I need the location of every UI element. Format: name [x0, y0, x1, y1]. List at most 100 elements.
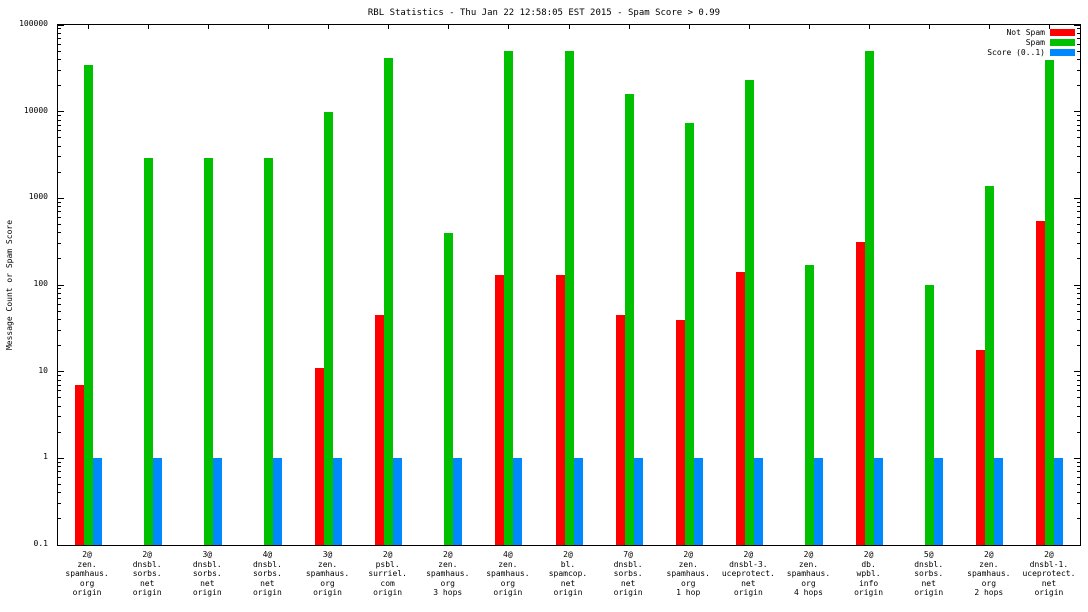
- y-minor-tick: [58, 518, 61, 520]
- y-minor-tick: [1077, 483, 1080, 485]
- y-tick-label: 1: [43, 452, 48, 462]
- y-minor-tick: [1077, 310, 1080, 312]
- y-minor-tick: [1077, 206, 1080, 208]
- x-axis-label: 2@ db. wpbl. info origin: [854, 550, 884, 597]
- y-tick-label: 100: [33, 279, 48, 288]
- chart-title: RBL Statistics - Thu Jan 22 12:58:05 EST…: [367, 8, 721, 18]
- legend-label: Spam: [1025, 38, 1045, 47]
- y-minor-tick: [1077, 232, 1080, 234]
- bar-score-0-1: [92, 458, 102, 545]
- y-minor-tick: [58, 345, 61, 347]
- y-major-tick: [1074, 197, 1080, 199]
- y-minor-tick: [58, 318, 61, 320]
- x-tick: [869, 25, 871, 29]
- bar-spam: [564, 51, 574, 545]
- y-minor-tick: [58, 297, 61, 299]
- y-minor-tick: [1077, 384, 1080, 386]
- bar-spam: [384, 57, 394, 545]
- y-minor-tick: [1077, 137, 1080, 139]
- bar-not-spam: [555, 275, 565, 545]
- x-axis-label: 4@ zen. spamhaus. org origin: [486, 550, 530, 597]
- x-tick: [388, 25, 390, 29]
- bar-not-spam: [375, 315, 385, 545]
- bar-score-0-1: [633, 458, 643, 545]
- y-minor-tick: [58, 431, 61, 433]
- y-minor-tick: [58, 288, 61, 290]
- y-major-tick: [58, 284, 64, 286]
- y-major-tick: [1074, 24, 1080, 26]
- y-tick-label: 10000: [23, 105, 48, 115]
- bar-score-0-1: [874, 458, 884, 545]
- y-minor-tick: [58, 119, 61, 121]
- y-minor-tick: [1077, 58, 1080, 60]
- y-minor-tick: [58, 503, 61, 505]
- y-minor-tick: [58, 483, 61, 485]
- bar-score-0-1: [152, 458, 162, 545]
- y-major-tick: [1074, 111, 1080, 113]
- y-minor-tick: [1077, 171, 1080, 173]
- x-tick: [748, 25, 750, 29]
- y-minor-tick: [58, 32, 61, 34]
- y-minor-tick: [58, 130, 61, 132]
- y-minor-tick: [58, 258, 61, 260]
- x-tick: [147, 25, 149, 29]
- y-minor-tick: [58, 115, 61, 117]
- y-minor-tick: [58, 50, 61, 52]
- y-major-tick: [1074, 284, 1080, 286]
- bar-spam: [985, 185, 995, 545]
- y-minor-tick: [1077, 466, 1080, 468]
- y-minor-tick: [58, 243, 61, 245]
- y-minor-tick: [58, 201, 61, 203]
- bar-spam: [684, 122, 694, 545]
- y-minor-tick: [1077, 28, 1080, 30]
- y-minor-tick: [58, 171, 61, 173]
- x-tick: [328, 25, 330, 29]
- bar-spam: [203, 158, 213, 545]
- bar-spam: [504, 51, 514, 545]
- y-minor-tick: [1077, 258, 1080, 260]
- legend-swatch: [1050, 29, 1075, 36]
- x-tick: [989, 25, 991, 29]
- bar-not-spam: [735, 272, 745, 545]
- y-minor-tick: [1077, 397, 1080, 399]
- y-tick-label: 0.1: [33, 539, 48, 548]
- y-minor-tick: [58, 223, 61, 225]
- bar-not-spam: [1036, 220, 1046, 545]
- y-minor-tick: [1077, 345, 1080, 347]
- y-minor-tick: [58, 145, 61, 147]
- y-minor-tick: [1077, 223, 1080, 225]
- bar-score-0-1: [693, 458, 703, 545]
- y-minor-tick: [1077, 217, 1080, 219]
- legend-swatch: [1050, 49, 1075, 56]
- y-minor-tick: [58, 379, 61, 381]
- x-axis-label: 2@ psbl. surriel. com origin: [368, 550, 407, 597]
- bar-score-0-1: [1054, 458, 1064, 545]
- y-minor-tick: [58, 206, 61, 208]
- y-minor-tick: [58, 492, 61, 494]
- x-axis-label: 2@ zen. spamhaus. org 1 hop: [666, 550, 710, 597]
- bar-spam: [324, 111, 334, 545]
- y-minor-tick: [1077, 50, 1080, 52]
- x-axis-label: 3@ zen. spamhaus. org origin: [305, 550, 350, 597]
- bar-score-0-1: [994, 458, 1004, 545]
- x-axis-label: 7@ dnsbl. sorbs. net origin: [613, 550, 643, 597]
- bar-spam: [925, 285, 935, 545]
- x-axis-label: 2@ zen. spamhaus. org 3 hops: [426, 550, 470, 597]
- y-minor-tick: [1077, 288, 1080, 290]
- x-axis-label: 2@ dnsbl-1. uceprotect. net origin: [1022, 550, 1076, 597]
- y-minor-tick: [1077, 297, 1080, 299]
- y-minor-tick: [1077, 211, 1080, 213]
- y-minor-tick: [58, 405, 61, 407]
- y-minor-tick: [58, 156, 61, 158]
- legend-label: Not Spam: [1006, 28, 1045, 37]
- y-minor-tick: [58, 390, 61, 392]
- y-major-tick: [1074, 457, 1080, 459]
- y-minor-tick: [1077, 471, 1080, 473]
- y-minor-tick: [1077, 119, 1080, 121]
- x-tick: [448, 25, 450, 29]
- y-major-tick: [1074, 371, 1080, 373]
- legend-swatch: [1050, 39, 1075, 46]
- y-minor-tick: [58, 310, 61, 312]
- y-minor-tick: [1077, 390, 1080, 392]
